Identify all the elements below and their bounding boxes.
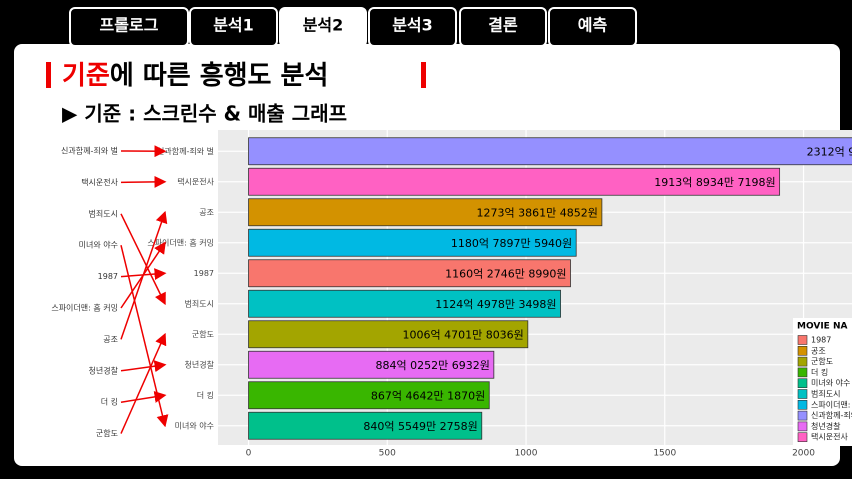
legend-swatch — [797, 356, 808, 367]
bar — [248, 381, 490, 410]
rank-label: 범죄도시 — [89, 208, 118, 218]
legend-label: 범죄도시 — [811, 389, 840, 399]
arrow — [120, 390, 167, 403]
legend-label: 스파이더맨: 홈 커밍 — [811, 399, 852, 409]
y-tick-label: 1987 — [194, 269, 214, 278]
y-tick-label: 공조 — [199, 208, 214, 217]
bar — [248, 411, 483, 440]
rank-label: 공조 — [103, 335, 118, 344]
tab[interactable] — [368, 7, 457, 47]
heading-title: 에 따른 흥행도 분석 — [110, 61, 329, 91]
subtitle: ▶ 기준 : 스크린수 & 매출 그래프 — [62, 102, 347, 126]
legend-label: 택시운전사 — [811, 432, 848, 442]
y-tick-label: 범죄도시 — [185, 298, 214, 308]
value-label: 1160억 2746만 8990원 — [445, 267, 566, 280]
tab[interactable] — [69, 7, 189, 47]
rank-label: 군함도 — [96, 429, 118, 438]
y-tick-label: 더 킹 — [197, 390, 214, 400]
rank-label: 미녀와 야수 — [79, 240, 118, 250]
bar — [248, 198, 603, 227]
value-label: 840억 5549만 2758원 — [363, 420, 477, 433]
legend-swatch — [797, 345, 808, 356]
rank-label: 1987 — [98, 272, 118, 281]
value-label: 1124억 4978만 3498원 — [435, 298, 556, 311]
legend-label: 신과함께-죄와 벌 — [811, 410, 852, 420]
value-label: 2312억 9358만 — [807, 145, 852, 158]
y-tick-label: 택시운전사 — [177, 176, 214, 186]
rank-label: 스파이더맨: 홈 커밍 — [51, 303, 118, 313]
rank-label: 택시운전사 — [81, 177, 118, 187]
tab-label[interactable]: 분석3 — [392, 16, 433, 35]
arrow — [120, 213, 166, 306]
rank-label: 청년경찰 — [89, 365, 119, 375]
tab-label[interactable]: 프롤로그 — [100, 16, 159, 35]
tab-label[interactable]: 결론 — [488, 16, 518, 35]
rank-label: 신과함께-죄와 벌 — [61, 146, 118, 156]
value-label: 1913억 8934만 7198원 — [654, 176, 775, 189]
legend-swatch — [797, 432, 808, 443]
arrow — [120, 360, 167, 373]
tab-label[interactable]: 분석1 — [213, 16, 254, 35]
y-tick-label: 군함도 — [192, 330, 214, 339]
bar — [248, 228, 577, 257]
rank-label: 더 킹 — [101, 397, 118, 407]
y-tick-label: 미녀와 야수 — [175, 420, 214, 430]
value-label: 884억 0252만 6932원 — [375, 359, 489, 372]
legend-label: 1987 — [811, 336, 831, 345]
tab[interactable] — [459, 7, 547, 47]
arrow — [120, 210, 168, 340]
bar — [248, 137, 852, 166]
value-label: 1006억 4701만 8036원 — [402, 328, 523, 341]
tab[interactable] — [548, 7, 637, 47]
x-tick-label: 500 — [379, 449, 396, 459]
y-tick-label: 청년경찰 — [185, 359, 215, 369]
arrow — [120, 175, 167, 188]
heading: 기준에 따른 흥행도 분석 — [62, 61, 328, 91]
legend-swatch — [797, 335, 808, 345]
value-label: 1180억 7897만 5940원 — [451, 237, 572, 250]
tab-label[interactable]: 분석2 — [303, 16, 344, 35]
legend-label: 미녀와 야수 — [811, 378, 850, 388]
x-tick-label: 1000 — [515, 449, 538, 459]
y-tick-label: 신과함께-죄와 벌 — [157, 146, 214, 156]
legend-swatch — [797, 367, 808, 378]
legend-label: 더 킹 — [811, 367, 828, 377]
tab[interactable] — [279, 7, 367, 47]
legend-label: 청년경찰 — [811, 421, 841, 431]
title-bar — [46, 62, 51, 88]
y-tick-label: 스파이더맨: 홈 커밍 — [147, 237, 214, 247]
legend-swatch — [797, 378, 808, 389]
legend-swatch — [797, 399, 808, 410]
bar — [248, 320, 529, 349]
tab[interactable] — [189, 7, 278, 47]
heading-accent: 기준 — [62, 61, 110, 91]
value-label: 1273억 3861만 4852원 — [477, 206, 598, 219]
legend-swatch — [797, 421, 808, 432]
value-label: 867억 4642만 1870원 — [371, 389, 485, 402]
legend-swatch — [797, 389, 808, 399]
legend-label: 공조 — [811, 346, 826, 355]
legend-label: 군함도 — [811, 357, 833, 366]
tab-label[interactable]: 예측 — [578, 16, 608, 35]
x-tick-label: 2000 — [792, 449, 815, 459]
x-tick-label: 1500 — [653, 449, 676, 459]
bar — [248, 350, 495, 379]
arrow — [120, 332, 167, 434]
bar — [248, 259, 571, 288]
legend-title: MOVIE NA — [797, 322, 847, 332]
legend-swatch — [797, 410, 808, 421]
bar — [248, 167, 781, 196]
title-bar — [421, 62, 426, 88]
bar — [248, 289, 561, 318]
x-tick-label: 0 — [246, 449, 252, 459]
